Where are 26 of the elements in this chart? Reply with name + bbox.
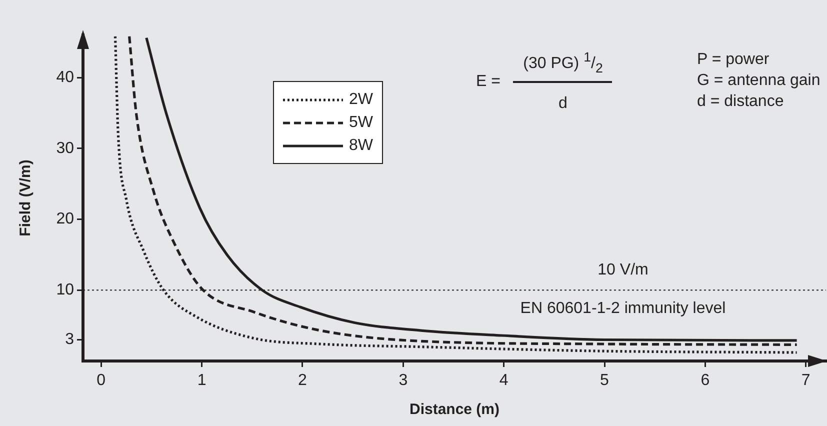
x-tick-label: 0 — [96, 372, 106, 390]
y-axis-title: Field (V/m) — [17, 160, 34, 236]
annotation: P = power — [697, 51, 770, 69]
annotation: d — [558, 95, 568, 113]
legend-label: 2W — [349, 90, 373, 108]
y-tick-label: 20 — [56, 210, 74, 228]
y-tick-label: 40 — [56, 68, 74, 86]
x-tick-label: 7 — [801, 372, 810, 390]
y-tick-label: 10 — [56, 282, 74, 299]
x-tick-label: 5 — [600, 372, 610, 390]
x-tick-label: 3 — [398, 372, 408, 390]
x-tick-label: 4 — [499, 372, 508, 390]
y-tick-label: 3 — [65, 331, 74, 348]
annotation: EN 60601-1-2 immunity level — [520, 300, 726, 318]
x-tick-label: 1 — [197, 372, 206, 390]
x-axis-title: Distance (m) — [409, 401, 500, 418]
y-tick-label: 30 — [56, 140, 74, 157]
annotation: (30 PG) $^{1}$/$_{2}$ — [523, 48, 603, 78]
annotation: E = — [476, 73, 500, 91]
x-tick-label: 2 — [298, 372, 308, 390]
annotation: d = distance — [697, 93, 784, 111]
legend-label: 8W — [349, 136, 373, 154]
annotation: G = antenna gain — [697, 72, 820, 90]
x-tick-label: 6 — [700, 372, 710, 390]
ref-line-label: 10 V/m — [598, 262, 648, 279]
legend-label: 5W — [349, 114, 373, 132]
